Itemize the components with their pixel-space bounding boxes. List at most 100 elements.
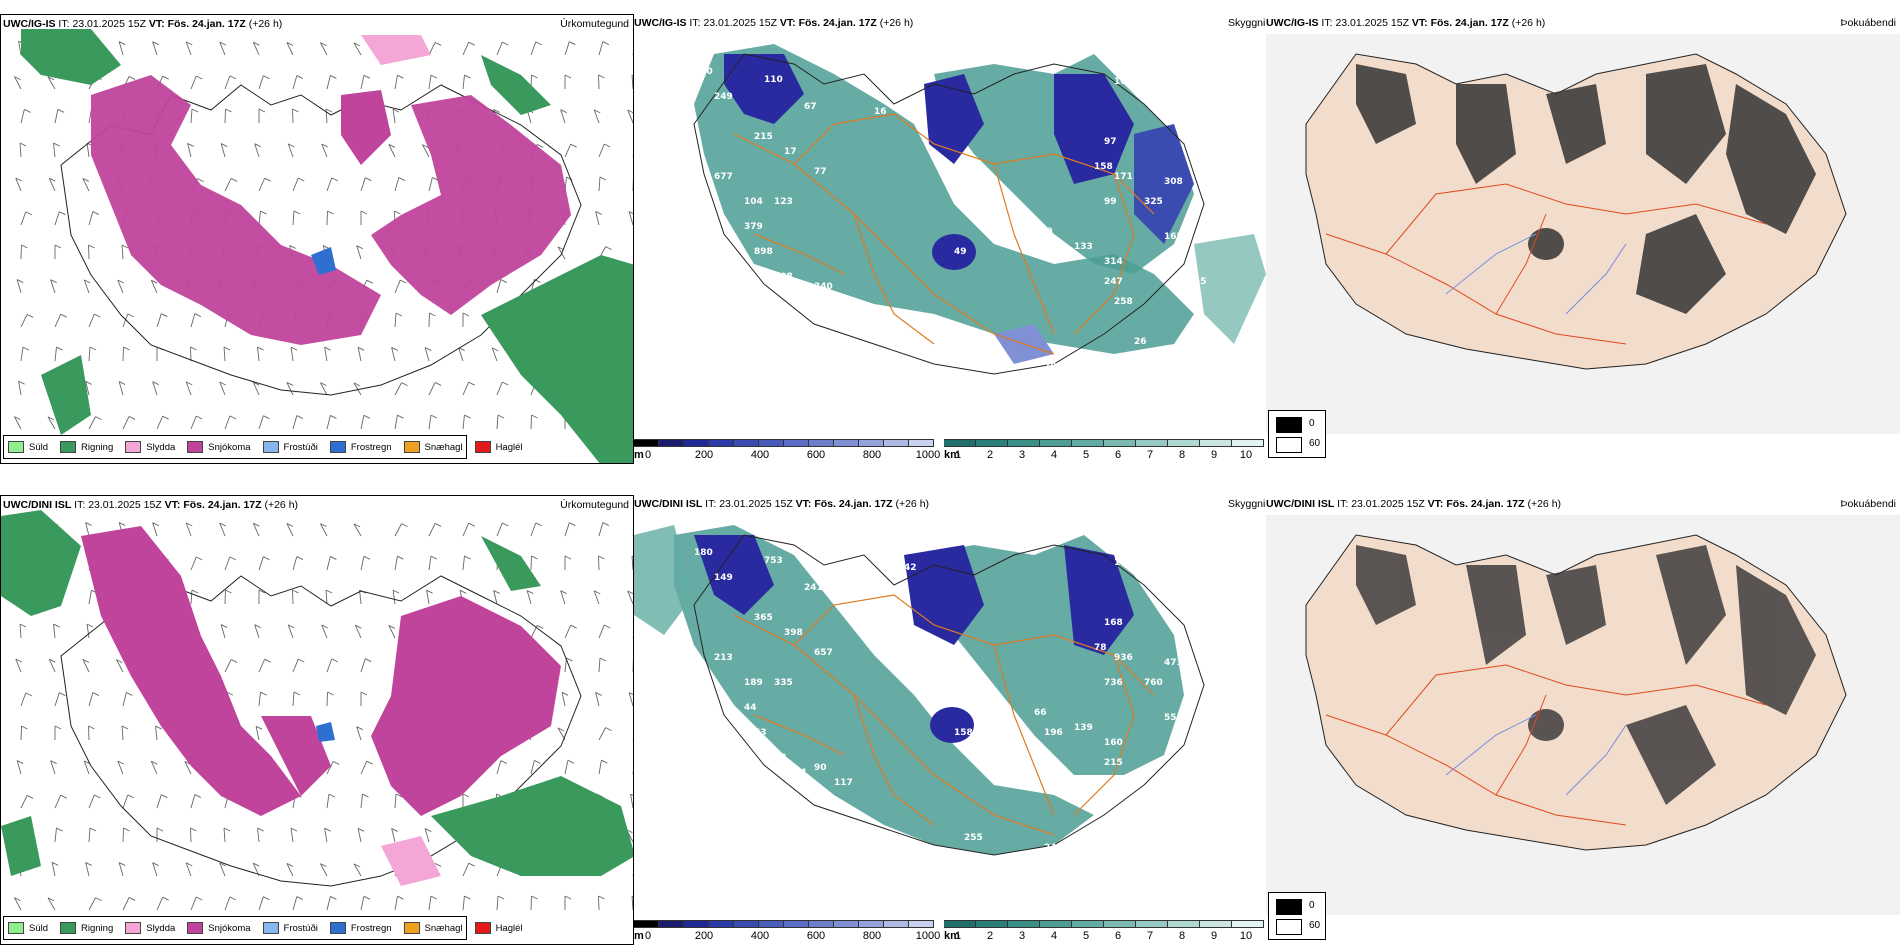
colorbar-segment bbox=[684, 920, 709, 928]
lead-time: (+26 h) bbox=[264, 499, 299, 511]
wind-barb bbox=[627, 590, 633, 605]
wind-barb bbox=[325, 109, 328, 124]
wind-barb-flag bbox=[289, 245, 296, 249]
wind-barb bbox=[20, 314, 28, 328]
wind-barb-flag bbox=[320, 523, 327, 528]
visibility-value: 308 bbox=[1164, 177, 1183, 187]
wind-barb-flag bbox=[85, 862, 92, 866]
colorbar-tick: 200 bbox=[694, 930, 714, 942]
colorbar-segment bbox=[834, 439, 859, 447]
wind-barb bbox=[15, 177, 22, 192]
visibility-value: 508 bbox=[774, 272, 793, 282]
wind-barb-flag bbox=[290, 827, 298, 832]
fog-header: UWC/DINI ISL IT: 23.01.2025 15Z VT: Fös.… bbox=[1266, 498, 1562, 510]
wind-barb bbox=[360, 896, 365, 911]
wind-barb-flag bbox=[263, 556, 270, 561]
wind-barb-flag bbox=[21, 725, 28, 730]
colorbar-unit: m bbox=[634, 449, 644, 461]
legend-item: Súld bbox=[8, 441, 48, 453]
wind-barb bbox=[598, 522, 604, 537]
wind-barb bbox=[428, 75, 432, 90]
wind-barb-flag bbox=[468, 381, 475, 386]
colorbar-segment bbox=[709, 439, 734, 447]
wind-barb-flag bbox=[296, 556, 304, 560]
visibility-map-graphic: 1502491106721517677123771044573798985083… bbox=[674, 44, 1266, 397]
visibility-value: 255 bbox=[964, 833, 983, 843]
wind-barb bbox=[462, 556, 465, 571]
distance-colorbar: km 1 2 3 4 5 6 7 8 9 10 bbox=[944, 439, 1264, 464]
fog-legend-swatch bbox=[1276, 417, 1302, 433]
wind-barb-flag bbox=[320, 863, 327, 868]
wind-barb-flag bbox=[560, 590, 567, 595]
wind-barb-flag bbox=[220, 143, 228, 147]
wind-barb-flag bbox=[500, 279, 508, 283]
wind-barb bbox=[428, 177, 433, 192]
visibility-value: 898 bbox=[754, 247, 773, 257]
wind-barb-flag bbox=[628, 692, 633, 695]
wind-barb-flag bbox=[468, 862, 475, 867]
visibility-value: 168 bbox=[1104, 618, 1123, 628]
wind-barb bbox=[117, 760, 124, 775]
wind-barb bbox=[360, 761, 368, 775]
wind-barb-flag bbox=[89, 827, 97, 832]
wind-barb-flag bbox=[298, 658, 305, 663]
coastline bbox=[693, 534, 1205, 856]
rain-area-se bbox=[431, 776, 633, 876]
wind-barb bbox=[254, 143, 260, 158]
wind-barb-flag bbox=[424, 347, 432, 351]
wind-barb-flag bbox=[121, 244, 129, 249]
visibility-value: 78 bbox=[1094, 643, 1107, 653]
wind-barb-flag bbox=[53, 623, 60, 628]
wind-barb-flag bbox=[26, 795, 34, 799]
wind-barb bbox=[185, 862, 192, 877]
wind-barb-flag bbox=[86, 623, 94, 628]
fog-legend-2: 0 60 bbox=[1268, 892, 1326, 940]
colorbar-segment bbox=[944, 920, 976, 928]
wind-barb-flag bbox=[564, 74, 572, 79]
wind-barb bbox=[391, 828, 396, 843]
rain-area-nw bbox=[1, 510, 81, 616]
colorbar-segment bbox=[759, 439, 784, 447]
visibility-value: 936 bbox=[1114, 653, 1133, 663]
legend-swatch bbox=[403, 922, 420, 934]
wind-barb-flag bbox=[330, 415, 337, 419]
wind-barb bbox=[54, 795, 62, 809]
visibility-value: 149 bbox=[714, 573, 733, 583]
visibility-value: 66 bbox=[1034, 708, 1047, 718]
wind-barb bbox=[360, 75, 365, 90]
precip-map-graphic bbox=[14, 29, 633, 463]
visibility-value: 16 bbox=[874, 107, 887, 117]
road-network bbox=[733, 113, 1155, 355]
distance-colorbar: km 1 2 3 4 5 6 7 8 9 10 bbox=[944, 920, 1264, 945]
wind-barb-flag bbox=[229, 896, 236, 901]
wind-barb-flag bbox=[464, 895, 471, 900]
wind-barb-flag bbox=[296, 75, 304, 79]
visibility-value: 67 bbox=[804, 102, 817, 112]
wind-barb bbox=[122, 794, 129, 809]
wind-barb bbox=[561, 692, 566, 707]
vis-teal-offshore bbox=[634, 525, 694, 635]
wind-barb-flag bbox=[630, 793, 633, 796]
wind-barb-flag bbox=[429, 312, 436, 317]
colorbar-segment bbox=[976, 439, 1008, 447]
wind-barb-flag bbox=[321, 624, 328, 629]
wind-barb-flag bbox=[219, 522, 226, 527]
snow-area-east bbox=[371, 95, 571, 315]
wind-barb-flag bbox=[186, 522, 193, 527]
wind-barb bbox=[152, 522, 158, 537]
wind-barb bbox=[321, 624, 328, 639]
wind-barb-flag bbox=[422, 144, 429, 149]
colorbar-segment bbox=[659, 920, 684, 928]
wind-barb-flag bbox=[156, 827, 164, 832]
colorbar-tick: 400 bbox=[750, 930, 770, 942]
visibility-value: 186 bbox=[1114, 778, 1133, 788]
visibility-value: 49 bbox=[954, 247, 967, 257]
wind-barb bbox=[14, 76, 22, 90]
wind-barb bbox=[190, 109, 193, 124]
wind-barb-flag bbox=[292, 589, 299, 594]
visibility-value: 17 bbox=[784, 147, 797, 157]
wind-barb bbox=[324, 828, 328, 843]
legend-item: Slydda bbox=[125, 441, 175, 453]
legend-item: Rigning bbox=[60, 922, 113, 934]
wind-barb-flag bbox=[53, 142, 60, 147]
